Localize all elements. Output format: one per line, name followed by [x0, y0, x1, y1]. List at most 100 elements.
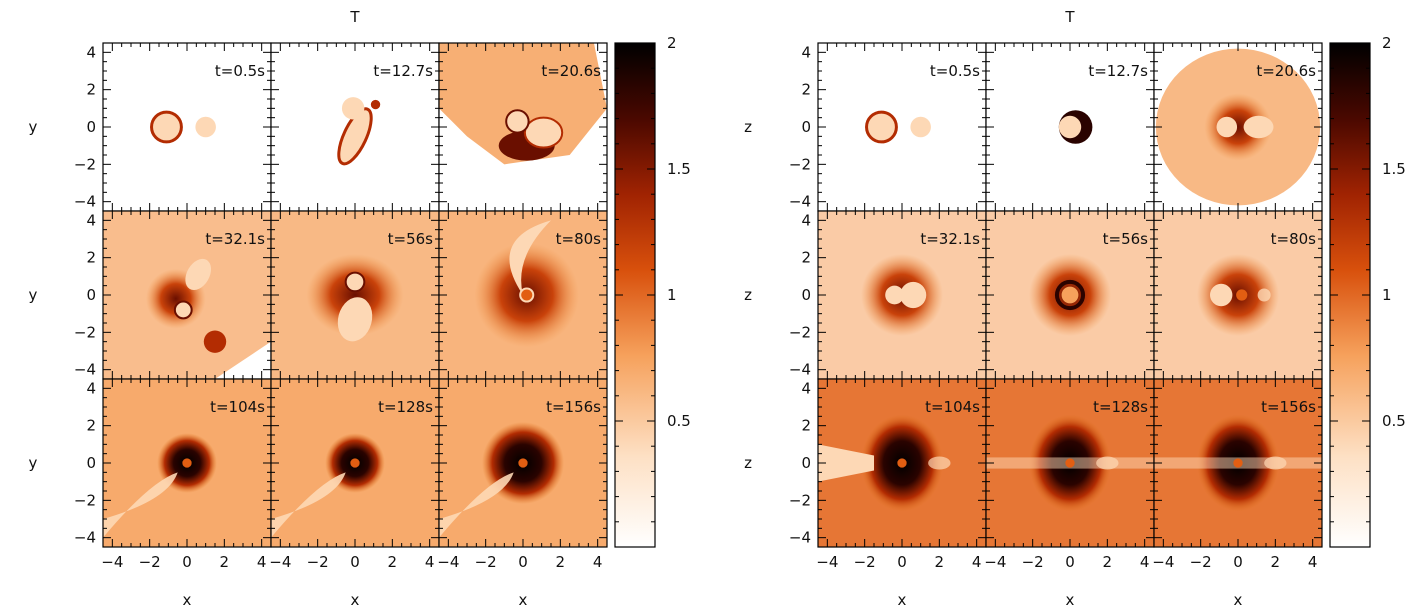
colorbar-tick-label: 1	[1382, 286, 1392, 304]
panel-time-label: t=128s	[1093, 398, 1148, 416]
y-tick-label: −2	[789, 323, 811, 341]
heatmap-image	[271, 379, 439, 547]
panel-3: t=20.6s	[1153, 42, 1323, 212]
x-tick-label: 0	[1233, 553, 1243, 571]
panel-6: t=80s	[438, 210, 608, 380]
panel-9: t=156s −4 −2 0 2 4 x	[437, 378, 608, 609]
x-tick-label: −2	[1022, 553, 1044, 571]
panel-5: t=56s	[270, 210, 440, 380]
panel-1: t=0.5s −4 −2 0 2 4 z	[744, 42, 987, 212]
x-tick-label: −2	[307, 553, 329, 571]
heatmap-image	[986, 379, 1154, 547]
panel-8: t=128s −4 −2 0 2 4 x	[984, 378, 1155, 609]
panel-time-label: t=104s	[925, 398, 980, 416]
panel-time-label: t=80s	[556, 230, 602, 248]
y-tick-label: 4	[801, 211, 811, 229]
heatmap-image	[439, 379, 607, 547]
heatmap-image	[271, 43, 439, 211]
heatmap-image	[1154, 43, 1322, 211]
panel-4: t=32.1s −4 −2 0 2 4 y	[29, 210, 272, 380]
heatmap-image	[103, 379, 271, 547]
y-tick-label: −2	[74, 155, 96, 173]
x-tick-label: −2	[1190, 553, 1212, 571]
colorbar: 0.5 1 1.5 2	[1329, 34, 1406, 548]
x-tick-label: −4	[816, 553, 838, 571]
y-tick-label: 4	[86, 43, 96, 61]
panel-time-label: t=32.1s	[205, 230, 265, 248]
y-tick-label: −4	[789, 193, 811, 211]
heatmap-image	[271, 211, 439, 379]
heatmap-image	[103, 43, 271, 211]
panel-5: t=56s	[985, 210, 1155, 380]
figure-title: T	[349, 8, 360, 26]
panel-8: t=128s −4 −2 0 2 4 x	[269, 378, 440, 609]
y-tick-label: 0	[801, 286, 811, 304]
panel-time-label: t=20.6s	[541, 62, 601, 80]
y-tick-label: −4	[74, 361, 96, 379]
y-tick-label: 2	[801, 417, 811, 435]
heatmap-image	[818, 43, 986, 211]
x-tick-label: 2	[1271, 553, 1281, 571]
panel-1: t=0.5s −4 −2 0 2 4 y	[29, 42, 272, 212]
x-tick-label: 2	[935, 553, 945, 571]
left-figure: Tt=0.5s −4 −2 0 2 4 y t=12.7s t=20.6s t=32.1s −4 −2…	[29, 8, 691, 609]
panel-time-label: t=128s	[378, 398, 433, 416]
panel-7: t=104s −4 −2 0 2 4 y −4 −2 0 2 4 x	[29, 378, 272, 609]
panel-time-label: t=80s	[1271, 230, 1317, 248]
panel-time-label: t=12.7s	[1088, 62, 1148, 80]
y-axis-label: y	[29, 454, 38, 472]
y-tick-label: 0	[86, 286, 96, 304]
x-tick-label: 4	[1140, 553, 1150, 571]
y-tick-label: −4	[74, 193, 96, 211]
y-tick-label: 4	[86, 379, 96, 397]
x-tick-label: 2	[388, 553, 398, 571]
y-tick-label: −2	[789, 155, 811, 173]
y-tick-label: −2	[74, 491, 96, 509]
x-tick-label: 0	[350, 553, 360, 571]
x-tick-label: 2	[1103, 553, 1113, 571]
heatmap-image	[439, 211, 607, 379]
x-tick-label: −2	[475, 553, 497, 571]
heatmap-image	[986, 43, 1154, 211]
panel-7: t=104s −4 −2 0 2 4 z −4 −2 0 2 4 x	[744, 378, 987, 609]
figure-title: T	[1064, 8, 1075, 26]
colorbar-tick-label: 2	[667, 34, 677, 52]
panel-time-label: t=0.5s	[930, 62, 980, 80]
colorbar-tick-label: 1	[667, 286, 677, 304]
y-axis-label: z	[744, 286, 752, 304]
colorbar-tick-label: 0.5	[667, 412, 691, 430]
x-tick-label: 0	[897, 553, 907, 571]
y-tick-label: −2	[74, 323, 96, 341]
x-axis-label: x	[351, 591, 360, 609]
colorbar-tick-label: 2	[1382, 34, 1392, 52]
x-axis-label: x	[519, 591, 528, 609]
x-axis-label: x	[183, 591, 192, 609]
y-tick-label: 4	[801, 43, 811, 61]
x-tick-label: −2	[139, 553, 161, 571]
heatmap-image	[1154, 379, 1322, 547]
y-tick-label: 0	[801, 118, 811, 136]
panel-2: t=12.7s	[270, 42, 440, 212]
x-tick-label: 0	[182, 553, 192, 571]
x-tick-label: 0	[1065, 553, 1075, 571]
y-tick-label: 2	[86, 81, 96, 99]
y-tick-label: −4	[789, 529, 811, 547]
right-figure: Tt=0.5s −4 −2 0 2 4 z t=12.7s t=20.6s t=32.1s −4 −2…	[744, 8, 1406, 609]
y-axis-label: y	[29, 286, 38, 304]
x-tick-label: 4	[972, 553, 982, 571]
y-tick-label: 2	[86, 249, 96, 267]
panel-time-label: t=0.5s	[215, 62, 265, 80]
y-tick-label: 0	[86, 454, 96, 472]
x-axis-label: x	[1234, 591, 1243, 609]
panel-time-label: t=32.1s	[920, 230, 980, 248]
panel-time-label: t=20.6s	[1256, 62, 1316, 80]
x-tick-label: 2	[556, 553, 566, 571]
panel-time-label: t=56s	[388, 230, 434, 248]
y-tick-label: 0	[86, 118, 96, 136]
panel-time-label: t=156s	[546, 398, 601, 416]
y-tick-label: 4	[801, 379, 811, 397]
y-tick-label: −4	[74, 529, 96, 547]
x-tick-label: −4	[269, 553, 291, 571]
y-axis-label: z	[744, 454, 752, 472]
